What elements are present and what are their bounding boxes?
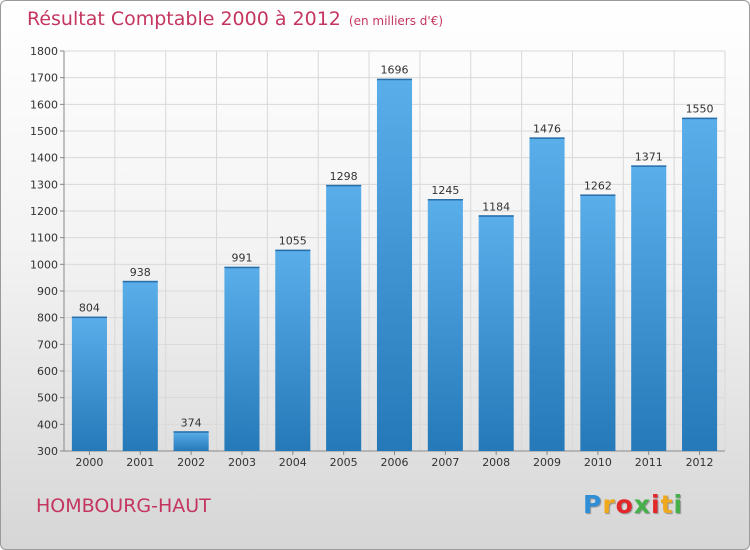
bar-value-label: 374 [181,416,202,429]
bar-top-edge [427,199,463,201]
logo-letter: x [633,490,651,519]
bar-top-edge [173,431,209,433]
bar-top-edge [529,137,565,139]
bar-value-label: 1055 [279,235,307,248]
bar [529,137,565,451]
logo-letter: o [615,490,634,519]
bar [427,199,463,451]
x-tick-label: 2009 [533,456,561,469]
y-tick-label: 500 [37,392,58,405]
y-tick-label: 1100 [30,232,58,245]
labels: 804 2000 938 2001 374 2002 991 2003 1055 2004 1298… [75,64,713,469]
y-tick-label: 1200 [30,205,58,218]
x-tick-label: 2012 [686,456,714,469]
y-tick-label: 1700 [30,72,58,85]
y-tick-label: 1400 [30,152,58,165]
bar [71,316,107,451]
chart-subtitle: (en milliers d'€) [348,14,444,28]
place-name: HOMBOURG-HAUT [36,495,211,517]
bar-value-label: 1476 [533,122,561,135]
bar-value-label: 1371 [635,150,663,163]
x-tick-label: 2002 [177,456,205,469]
x-tick-label: 2011 [635,456,663,469]
bar-top-edge [71,316,107,319]
chart-title: Résultat Comptable 2000 à 2012 (en millie… [27,8,443,30]
bar-value-label: 991 [231,252,252,265]
chart-title-text: Résultat Comptable 2000 à 2012 [27,8,341,30]
bar-top-edge [682,117,718,120]
bar [376,78,413,451]
bar-value-label: 1550 [686,103,714,116]
y-tick-label: 1800 [30,45,58,58]
x-tick-label: 2008 [482,456,510,469]
logo-letter: i [651,490,661,519]
y-tick-label: 1600 [30,98,58,111]
bar-value-label: 1245 [431,184,459,197]
bar-top-edge [224,266,260,269]
logo-letter: i [673,490,684,519]
y-tick-label: 600 [37,365,58,378]
bar [122,280,158,451]
bar [326,184,362,451]
bar-value-label: 938 [130,266,151,279]
y-tick-label: 1000 [30,258,58,271]
bar-top-edge [275,249,311,252]
bar-value-label: 1262 [584,179,612,192]
bar-value-label: 804 [79,302,100,315]
x-tick-label: 2001 [126,456,154,469]
x-tick-label: 2010 [584,456,612,469]
bar-top-edge [478,215,514,217]
bar [580,194,616,451]
bar-top-edge [580,194,616,196]
x-tick-label: 2007 [431,456,459,469]
proxiti-logo[interactable]: Proxiti [583,490,683,519]
bar-top-edge [631,165,667,167]
bar-top-edge [326,184,362,187]
bar-top-edge [376,78,413,81]
y-tick-label: 1500 [30,125,58,138]
x-tick-label: 2006 [381,456,409,469]
bar [275,249,311,451]
bar-value-label: 1298 [330,170,358,183]
bar-value-label: 1184 [482,200,510,213]
logo-letter: P [583,490,603,519]
x-tick-label: 2003 [228,456,256,469]
bar [224,266,260,451]
y-tick-label: 800 [37,312,58,325]
bar [682,117,718,452]
y-tick-label: 1300 [30,178,58,191]
y-tick-label: 300 [37,445,58,458]
logo-letter: r [602,490,616,519]
bar [478,215,514,451]
bar-top-edge [122,280,158,283]
bar [631,165,667,451]
y-tick-label: 900 [37,285,58,298]
x-tick-label: 2000 [75,456,103,469]
bar-value-label: 1696 [381,64,409,77]
bar [173,431,209,451]
y-tick-label: 400 [37,418,58,431]
y-tick-label: 700 [37,338,58,351]
bars [71,78,718,452]
logo-letter: t [660,490,674,519]
x-tick-label: 2005 [330,456,358,469]
x-tick-label: 2004 [279,456,307,469]
